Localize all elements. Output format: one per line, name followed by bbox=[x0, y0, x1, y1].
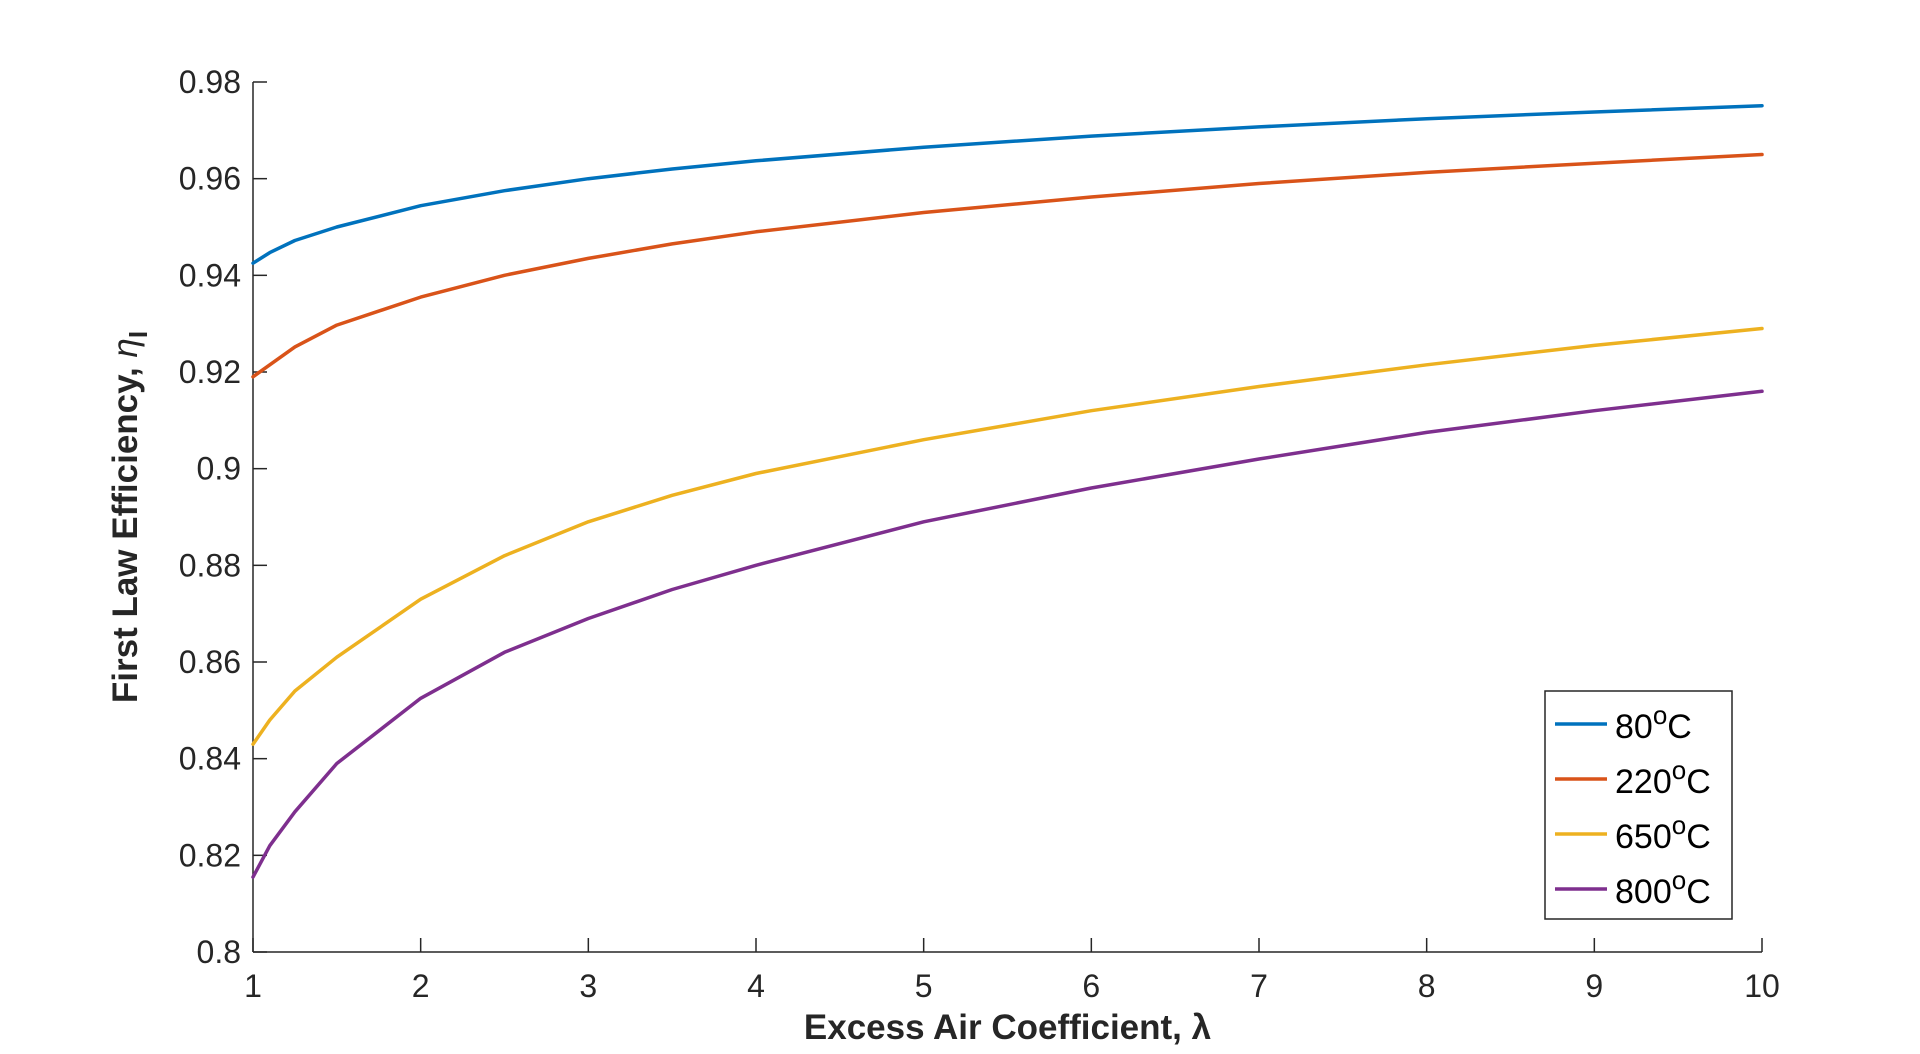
y-axis-label-symbol: η bbox=[106, 338, 145, 357]
series-line-220 bbox=[251, 152, 1764, 379]
legend-label-value: 650 bbox=[1615, 818, 1672, 856]
legend-label-unit: C bbox=[1686, 873, 1711, 911]
y-axis-label-subscript: I bbox=[123, 331, 153, 338]
legend-label-value: 80 bbox=[1615, 708, 1653, 746]
legend-label-degree: o bbox=[1672, 810, 1686, 840]
y-tick-label: 0.94 bbox=[179, 257, 241, 293]
legend-label-unit: C bbox=[1686, 818, 1711, 856]
series-layer bbox=[251, 103, 1764, 879]
x-tick-label: 4 bbox=[747, 968, 765, 1004]
y-axis-label-text: First Law Efficiency, bbox=[106, 358, 145, 704]
series-line-800 bbox=[251, 389, 1764, 879]
legend-label-650: 650oC bbox=[1615, 810, 1711, 856]
y-tick-label: 0.9 bbox=[197, 451, 241, 487]
legend-label-degree: o bbox=[1653, 700, 1667, 730]
y-tick-label: 0.92 bbox=[179, 354, 241, 390]
x-tick-label: 7 bbox=[1250, 968, 1268, 1004]
x-tick-label: 10 bbox=[1744, 968, 1780, 1004]
legend-label-800: 800oC bbox=[1615, 865, 1711, 911]
y-tick-label: 0.96 bbox=[179, 161, 241, 197]
legend-label-degree: o bbox=[1672, 755, 1686, 785]
x-tick-label: 8 bbox=[1418, 968, 1436, 1004]
x-tick-label: 5 bbox=[915, 968, 933, 1004]
y-tick-label: 0.84 bbox=[179, 741, 241, 777]
series-line-650 bbox=[251, 326, 1764, 746]
legend-label-value: 220 bbox=[1615, 763, 1672, 801]
axes: 1 2 3 4 5 6 7 8 9 10 0.8 0.82 0.84 0.86 0.88 0.9 0.92 0.9… bbox=[179, 64, 1780, 1004]
x-axis-label: Excess Air Coefficient, λ bbox=[804, 1008, 1211, 1047]
legend-label-220: 220oC bbox=[1615, 755, 1711, 801]
y-tick-label: 0.98 bbox=[179, 64, 241, 100]
y-tick-label: 0.82 bbox=[179, 837, 241, 873]
x-tick-label: 1 bbox=[244, 968, 262, 1004]
y-tick-label: 0.88 bbox=[179, 547, 241, 583]
series-line-80 bbox=[251, 103, 1764, 265]
y-tick-label: 0.8 bbox=[197, 934, 241, 970]
legend-label-80: 80oC bbox=[1615, 700, 1692, 746]
legend-label-degree: o bbox=[1672, 865, 1686, 895]
x-tick-label: 9 bbox=[1585, 968, 1603, 1004]
legend-label-unit: C bbox=[1667, 708, 1692, 746]
y-tick-label: 0.86 bbox=[179, 644, 241, 680]
legend-box bbox=[1544, 690, 1733, 920]
legend-label-value: 800 bbox=[1615, 873, 1672, 911]
y-axis-label: First Law Efficiency, ηI bbox=[106, 331, 153, 703]
legend-label-unit: C bbox=[1686, 763, 1711, 801]
x-tick-label: 2 bbox=[412, 968, 430, 1004]
x-tick-label: 3 bbox=[579, 968, 597, 1004]
x-tick-label: 6 bbox=[1082, 968, 1100, 1004]
